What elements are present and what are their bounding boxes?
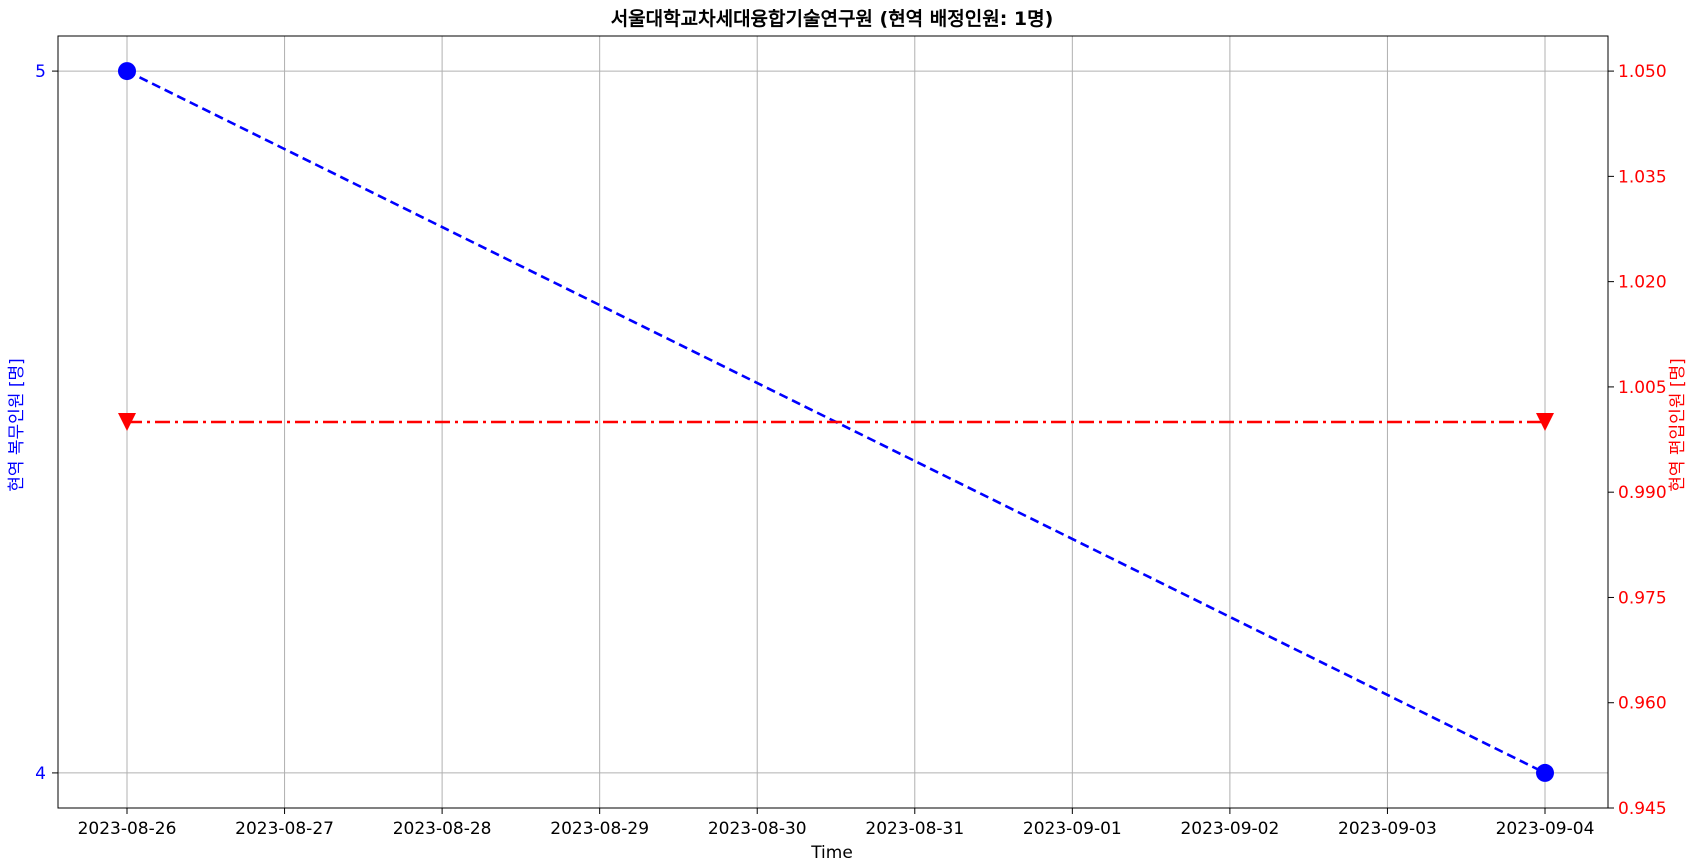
x-tick-label: 2023-08-28 [393, 819, 492, 839]
right-y-tick-label: 0.960 [1618, 694, 1667, 714]
x-tick-label: 2023-09-01 [1023, 819, 1122, 839]
x-axis: 2023-08-26 2023-08-27 2023-08-28 2023-08-29… [78, 808, 1595, 839]
x-tick-label: 2023-08-31 [865, 819, 964, 839]
right-y-tick-label: 0.990 [1618, 483, 1667, 503]
x-tick-label: 2023-08-30 [708, 819, 807, 839]
right-y-tick-label: 1.050 [1618, 62, 1667, 82]
left-y-axis-label: 현역 복무인원 [명] [7, 358, 27, 492]
data-point-triangle [118, 413, 136, 431]
data-point-triangle [1536, 413, 1554, 431]
left-y-tick-label: 5 [35, 62, 46, 82]
right-y-tick-label: 1.020 [1618, 273, 1667, 293]
x-axis-label: Time [810, 843, 853, 863]
right-y-axis: 0.945 0.960 0.975 0.990 1.005 1.020 1.035 1.050 [1608, 62, 1667, 819]
left-y-axis: 45 [35, 62, 58, 784]
chart-title: 서울대학교차세대융합기술연구원 (현역 배정인원: 1명) [611, 8, 1054, 30]
data-point-circle [1536, 763, 1554, 782]
x-tick-label: 2023-08-26 [78, 819, 177, 839]
x-tick-label: 2023-08-29 [550, 819, 649, 839]
x-tick-label: 2023-09-04 [1496, 819, 1595, 839]
data-point-circle [118, 62, 136, 81]
right-y-tick-label: 0.975 [1618, 588, 1667, 608]
x-tick-label: 2023-09-03 [1338, 819, 1437, 839]
right-y-tick-label: 1.005 [1618, 378, 1667, 398]
right-y-axis-label: 현역 편입인원 [명] [1668, 358, 1688, 492]
right-y-tick-label: 1.035 [1618, 167, 1667, 187]
x-tick-label: 2023-08-27 [235, 819, 334, 839]
series-layer [118, 62, 1554, 782]
right-y-tick-label: 0.945 [1618, 799, 1667, 819]
left-y-tick-label: 4 [35, 764, 46, 784]
x-tick-label: 2023-09-02 [1180, 819, 1279, 839]
plot-frame [57, 35, 1609, 809]
